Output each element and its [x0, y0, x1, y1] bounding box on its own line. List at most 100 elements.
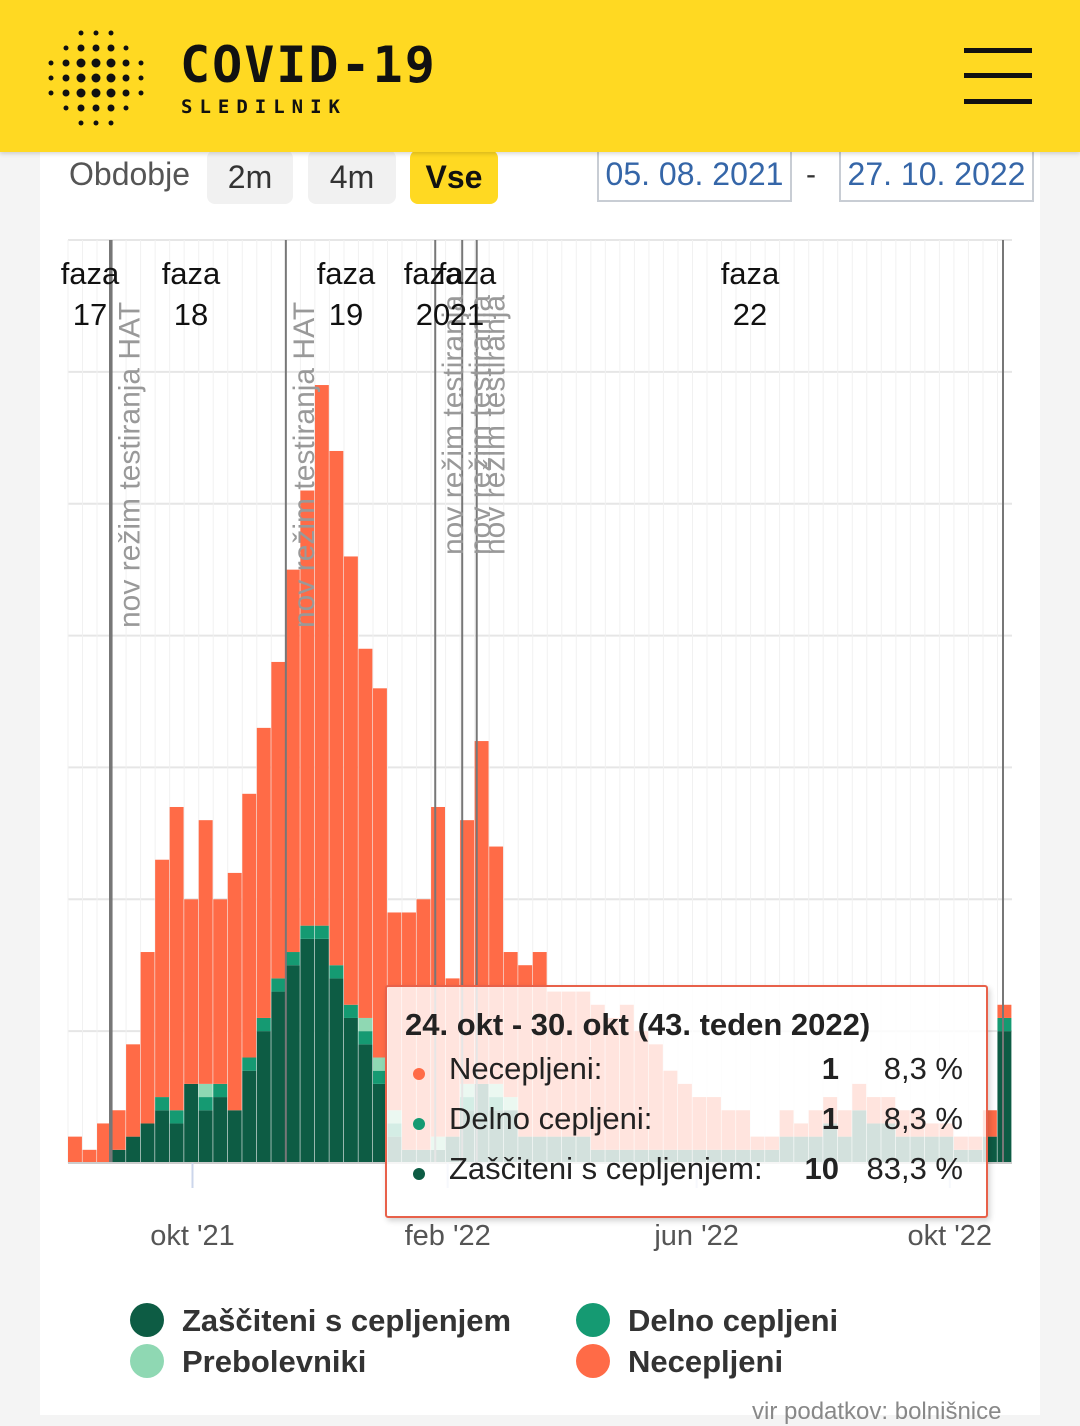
legend-label: Prebolevniki — [182, 1344, 367, 1379]
date-from-input[interactable]: 05. 08. 2021 — [597, 150, 792, 202]
logo-dot — [48, 90, 54, 96]
logo-subtitle[interactable]: SLEDILNIK — [181, 96, 347, 118]
logo-dot — [76, 58, 86, 68]
bar-segment — [271, 991, 286, 1163]
logo-dot — [138, 90, 144, 96]
annotation-label: nov režim testiranja — [464, 295, 497, 555]
bar-segment — [256, 1017, 271, 1032]
logo-dot — [76, 73, 86, 83]
logo-dot — [91, 73, 101, 83]
bar-segment — [358, 1044, 373, 1163]
annotation-label: nov režim testiranja — [479, 295, 512, 555]
bar-segment — [329, 978, 344, 1163]
bar-segment — [343, 1004, 358, 1018]
date-separator: - — [806, 158, 816, 191]
bar-segment — [329, 450, 344, 966]
x-tick-label: okt '21 — [150, 1220, 235, 1252]
phase-label: faza 22 — [721, 256, 780, 332]
logo-dot — [93, 30, 99, 36]
bar-segment — [82, 1149, 97, 1163]
tooltip-row-delno: Delno cepljeni: 1 8,3 % — [387, 1101, 987, 1141]
tooltip-row-name: Delno cepljeni: — [449, 1101, 653, 1136]
logo-dot — [108, 120, 114, 126]
legend-swatch — [130, 1303, 164, 1337]
phase-label: faza 20 — [404, 256, 463, 332]
logo-dots-icon[interactable] — [36, 18, 156, 138]
bar-segment — [242, 1057, 257, 1071]
bar-segment — [343, 556, 358, 1005]
phase-label-line: faza — [61, 256, 120, 291]
logo-dot — [123, 105, 129, 111]
bar-segment — [372, 1083, 387, 1163]
logo-dot — [62, 89, 70, 97]
bar-segment — [358, 1031, 373, 1045]
logo-dot — [76, 88, 86, 98]
phase-label-line: faza — [162, 256, 221, 291]
hamburger-menu-icon[interactable] — [964, 48, 1034, 108]
bar-segment — [227, 1110, 242, 1163]
bar-segment — [198, 1110, 213, 1163]
logo-dot — [63, 105, 69, 111]
annotation-label: nov režim testiranja HAT — [114, 302, 147, 628]
bar-segment — [140, 952, 155, 1124]
phase-label-line: 20 — [416, 297, 450, 332]
period-4m-button[interactable]: 4m — [308, 150, 396, 204]
phase-label-line: 22 — [733, 297, 767, 332]
bar-segment — [300, 938, 315, 1163]
logo-title[interactable]: COVID-19 — [180, 36, 437, 94]
tooltip-title-text: 24. okt - 30. okt (43. teden 2022) — [405, 1007, 871, 1042]
bar-segment — [198, 820, 213, 1084]
tooltip-dot-necepljeni — [413, 1068, 425, 1080]
tooltip-dot-zasciteni — [413, 1168, 425, 1180]
bar-segment — [300, 490, 315, 926]
phase-label-line: 18 — [174, 297, 208, 332]
bar-segment — [227, 872, 242, 1111]
bar-segment — [198, 1097, 213, 1111]
logo-dot — [77, 104, 85, 112]
bar-segment — [372, 1057, 387, 1071]
period-all-button[interactable]: Vse — [410, 150, 498, 204]
bar-segment — [242, 793, 257, 1058]
logo-dot — [91, 88, 101, 98]
logo-dot — [62, 59, 70, 67]
tooltip-row-percent: 8,3 % — [883, 1051, 963, 1086]
logo-dot — [78, 120, 84, 126]
phase-label-line: 19 — [329, 297, 363, 332]
logo-dot — [107, 104, 115, 112]
bar-segment — [198, 1083, 213, 1098]
logo-dot — [122, 74, 130, 82]
logo-dot — [78, 30, 84, 36]
tooltip-row-name: Necepljeni: — [449, 1051, 603, 1086]
bar-segment — [300, 925, 315, 939]
bar-segment — [169, 806, 184, 1111]
bar-segment — [285, 952, 300, 966]
bar-segment — [256, 727, 271, 1018]
bar-segment — [285, 965, 300, 1163]
bar-segment — [314, 925, 329, 939]
tooltip-dot-delno — [413, 1118, 425, 1130]
bar-segment — [285, 569, 300, 953]
period-label: Obdobje — [69, 156, 190, 192]
x-tick-label: jun '22 — [653, 1220, 739, 1252]
period-2m-button[interactable]: 2m — [207, 150, 293, 204]
bar-segment — [140, 1123, 155, 1163]
bar-segment — [997, 1017, 1012, 1032]
phase-label-line: 21 — [450, 297, 484, 332]
logo-dot — [108, 30, 114, 36]
logo-dot — [107, 44, 115, 52]
logo-dot — [106, 88, 116, 98]
logo-dot — [123, 45, 129, 51]
site-header: COVID-19 SLEDILNIK — [0, 0, 1080, 152]
bar-segment — [242, 1070, 257, 1163]
phase-label-line: faza — [404, 256, 463, 291]
logo-dot — [62, 74, 70, 82]
logo-dot — [93, 120, 99, 126]
tooltip-row-percent: 8,3 % — [883, 1101, 963, 1136]
phase-label: faza 18 — [162, 256, 221, 332]
phase-label-line: faza — [721, 256, 780, 291]
bar-segment — [97, 1123, 111, 1163]
date-to-input[interactable]: 27. 10. 2022 — [839, 150, 1034, 202]
bar-segment — [213, 899, 228, 1084]
bar-segment — [155, 859, 170, 1098]
bar-segment — [213, 1083, 228, 1098]
